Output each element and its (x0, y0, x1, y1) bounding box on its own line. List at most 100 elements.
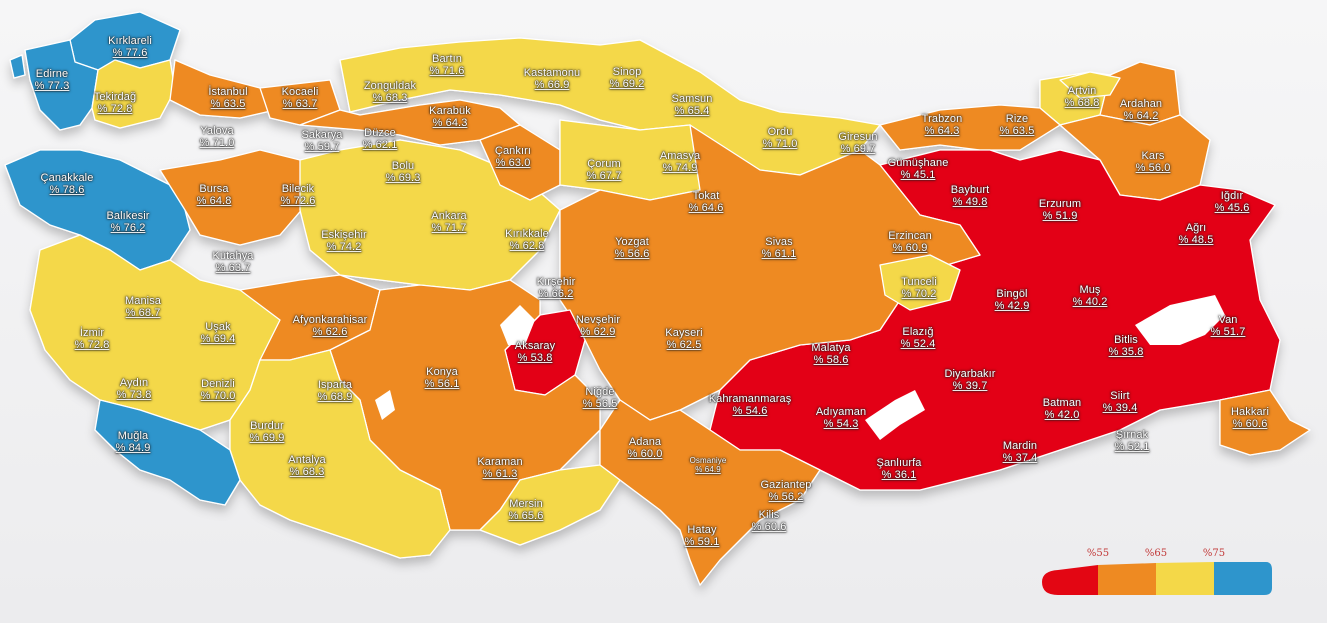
province-name: Kırşehir (536, 276, 576, 288)
province-label[interactable]: Şırnak% 52.1 (1115, 429, 1150, 453)
province-label[interactable]: Sinop% 69.2 (610, 66, 645, 90)
province-label[interactable]: Samsun% 65.4 (672, 93, 713, 117)
province-label[interactable]: Tunceli% 70.2 (901, 276, 937, 300)
province-label[interactable]: Sakarya% 59.7 (301, 129, 342, 153)
province-label[interactable]: Elazığ% 52.4 (901, 326, 936, 350)
province-label[interactable]: Diyarbakır% 39.7 (944, 368, 995, 392)
province-label[interactable]: Burdur% 69.9 (250, 420, 285, 444)
province-label[interactable]: İzmir% 72.8 (75, 327, 110, 351)
province-label[interactable]: Artvin% 68.8 (1065, 85, 1100, 109)
province-region-orange (299, 99, 521, 146)
province-label[interactable]: Uşak% 69.4 (201, 321, 236, 345)
province-label[interactable]: Bayburt% 49.8 (951, 184, 990, 208)
province-label[interactable]: Ardahan% 64.2 (1120, 98, 1162, 122)
province-label[interactable]: Iğdır% 45.6 (1215, 190, 1250, 214)
province-value: % 52.4 (900, 338, 936, 350)
province-label[interactable]: Erzurum% 51.9 (1039, 198, 1081, 222)
province-label[interactable]: Kastamonu% 66.9 (524, 67, 581, 91)
province-label[interactable]: Bolu% 69.3 (386, 160, 421, 184)
province-label[interactable]: Kahramanmaraş% 54.6 (709, 393, 792, 417)
province-label[interactable]: Hatay% 59.1 (685, 524, 720, 548)
province-value: % 66.2 (538, 288, 574, 300)
province-label[interactable]: Amasya% 74.9 (660, 150, 700, 174)
province-label[interactable]: Zonguldak% 68.3 (364, 80, 416, 104)
province-value: % 69.9 (249, 432, 285, 444)
province-label[interactable]: Düzce% 62.1 (363, 127, 398, 151)
province-value: % 60.0 (627, 448, 663, 460)
province-value: % 56.0 (1135, 162, 1171, 174)
province-value: % 77.6 (112, 47, 148, 59)
province-label[interactable]: Gümüşhane% 45.1 (888, 157, 949, 181)
province-label[interactable]: Niğde% 56.5 (583, 386, 618, 410)
province-name: Ordu (767, 126, 793, 138)
province-label[interactable]: Konya% 56.1 (425, 366, 460, 390)
province-label[interactable]: Bilecik% 72.6 (281, 183, 316, 207)
province-value: % 45.1 (900, 169, 936, 181)
province-label[interactable]: Sivas% 61.1 (762, 236, 797, 260)
province-label[interactable]: Bartın% 71.6 (430, 53, 465, 77)
province-label[interactable]: Karaman% 61.3 (477, 456, 522, 480)
province-label[interactable]: Giresun% 69.7 (838, 131, 877, 155)
province-label[interactable]: Nevşehir% 62.9 (576, 314, 620, 338)
province-name: İzmir (79, 327, 105, 339)
legend-tick-55: %55 (1086, 548, 1110, 559)
province-label[interactable]: Kocaeli% 63.7 (282, 86, 319, 110)
province-label[interactable]: Gaziantep% 56.2 (760, 479, 811, 503)
province-name: Nevşehir (575, 314, 621, 326)
province-label[interactable]: Mersin% 65.6 (509, 498, 544, 522)
province-label[interactable]: Balıkesir% 76.2 (106, 210, 149, 234)
province-label[interactable]: Muğla% 84.9 (116, 430, 151, 454)
province-label[interactable]: Batman% 42.0 (1043, 397, 1082, 421)
province-label[interactable]: Tekirdağ% 72.8 (94, 91, 136, 115)
province-label[interactable]: Kırşehir% 66.2 (537, 276, 576, 300)
province-label[interactable]: Eskişehir% 74.2 (321, 229, 367, 253)
province-label[interactable]: Afyonkarahisar% 62.6 (293, 314, 368, 338)
province-label[interactable]: Bitlis% 35.8 (1109, 334, 1144, 358)
province-label[interactable]: Çorum% 67.7 (587, 158, 622, 182)
province-name: Çankırı (494, 145, 532, 157)
province-label[interactable]: Çanakkale% 78.6 (41, 172, 94, 196)
province-label[interactable]: Isparta% 68.9 (318, 379, 353, 403)
province-label[interactable]: Van% 51.7 (1211, 314, 1246, 338)
province-label[interactable]: Edirne% 77.3 (35, 68, 70, 92)
province-label[interactable]: Mardin% 37.4 (1003, 440, 1038, 464)
province-label[interactable]: Kars% 56.0 (1136, 150, 1171, 174)
province-label[interactable]: Rize% 63.5 (1000, 113, 1035, 137)
province-label[interactable]: Siirt% 39.4 (1103, 390, 1138, 414)
province-label[interactable]: Adana% 60.0 (628, 436, 663, 460)
province-label[interactable]: Şanlıurfa% 36.1 (877, 457, 922, 481)
province-label[interactable]: Denizli% 70.0 (201, 378, 236, 402)
legend-band-red (1042, 565, 1098, 595)
province-label[interactable]: Malatya% 58.6 (811, 342, 850, 366)
province-name: Çanakkale (40, 172, 94, 184)
province-label[interactable]: Ağrı% 48.5 (1179, 222, 1214, 246)
province-label[interactable]: Adıyaman% 54.3 (816, 406, 866, 430)
province-label[interactable]: Aydın% 73.8 (117, 377, 152, 401)
province-label[interactable]: Osmaniye% 64.9 (690, 456, 727, 474)
province-label[interactable]: Hakkari% 60.6 (1231, 406, 1269, 430)
province-label[interactable]: İstanbul% 63.5 (208, 86, 247, 110)
province-label[interactable]: Manisa% 68.7 (125, 295, 161, 319)
province-label[interactable]: Kırıkkale% 62.8 (505, 228, 549, 252)
province-label[interactable]: Tokat% 64.6 (689, 190, 724, 214)
province-label[interactable]: Kilis% 60.6 (752, 509, 787, 533)
province-label[interactable]: Çankırı% 63.0 (495, 145, 531, 169)
province-label[interactable]: Muş% 40.2 (1073, 284, 1108, 308)
province-name: Rize (1005, 113, 1029, 125)
province-label[interactable]: Erzincan% 60.9 (888, 230, 932, 254)
province-label[interactable]: Yozgat% 56.6 (615, 236, 650, 260)
province-label[interactable]: Karabük% 64.3 (429, 105, 471, 129)
province-label[interactable]: Antalya% 68.3 (288, 454, 325, 478)
province-label[interactable]: Bingöl% 42.9 (995, 288, 1030, 312)
province-value: % 69.3 (385, 172, 421, 184)
province-label[interactable]: Ordu% 71.0 (763, 126, 798, 150)
province-label[interactable]: Aksaray% 53.8 (515, 340, 555, 364)
province-value: % 63.0 (495, 157, 531, 169)
province-label[interactable]: Kütahya% 63.7 (212, 250, 253, 274)
province-label[interactable]: Kayseri% 62.5 (665, 327, 702, 351)
province-label[interactable]: Bursa% 64.8 (197, 183, 232, 207)
province-label[interactable]: Kırklareli% 77.6 (108, 35, 152, 59)
province-label[interactable]: Ankara% 71.7 (431, 210, 466, 234)
province-label[interactable]: Trabzon% 64.3 (922, 113, 963, 137)
province-label[interactable]: Yalova% 71.0 (200, 125, 235, 149)
